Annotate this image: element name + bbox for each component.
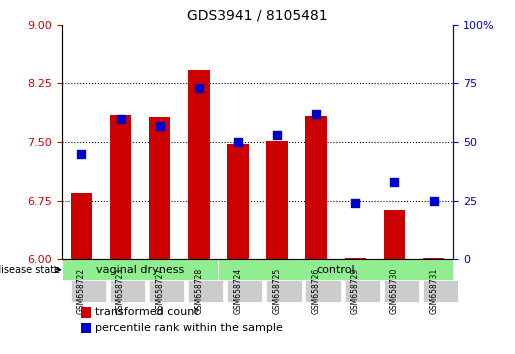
- Point: [351, 200, 359, 206]
- Point: [116, 116, 125, 121]
- Bar: [81, 322, 91, 333]
- Bar: [71, 193, 92, 259]
- Point: [312, 111, 320, 117]
- FancyBboxPatch shape: [110, 280, 145, 302]
- Text: control: control: [316, 265, 355, 275]
- FancyBboxPatch shape: [384, 280, 419, 302]
- Text: GSM658730: GSM658730: [390, 268, 399, 314]
- Text: GSM658731: GSM658731: [429, 268, 438, 314]
- FancyBboxPatch shape: [149, 280, 184, 302]
- Point: [77, 151, 85, 157]
- Point: [195, 85, 203, 91]
- Text: GSM658725: GSM658725: [272, 268, 282, 314]
- Bar: [227, 144, 249, 259]
- FancyBboxPatch shape: [227, 280, 263, 302]
- Bar: [149, 117, 170, 259]
- Text: GSM658724: GSM658724: [233, 268, 243, 314]
- Text: vaginal dryness: vaginal dryness: [96, 265, 184, 275]
- Bar: [266, 141, 288, 259]
- Bar: [305, 116, 327, 259]
- FancyBboxPatch shape: [423, 280, 458, 302]
- Text: GSM658729: GSM658729: [351, 268, 360, 314]
- Bar: [188, 70, 210, 259]
- Bar: [345, 258, 366, 259]
- Bar: [423, 258, 444, 259]
- Point: [234, 139, 242, 145]
- Text: GSM658722: GSM658722: [77, 268, 86, 314]
- Text: GSM658728: GSM658728: [194, 268, 203, 314]
- FancyBboxPatch shape: [266, 280, 302, 302]
- Title: GDS3941 / 8105481: GDS3941 / 8105481: [187, 8, 328, 22]
- FancyBboxPatch shape: [71, 280, 106, 302]
- Bar: [218, 259, 453, 280]
- Bar: [110, 115, 131, 259]
- Text: percentile rank within the sample: percentile rank within the sample: [95, 323, 283, 333]
- FancyBboxPatch shape: [188, 280, 224, 302]
- Text: transformed count: transformed count: [95, 307, 199, 318]
- Bar: [62, 259, 218, 280]
- Bar: [384, 210, 405, 259]
- FancyBboxPatch shape: [345, 280, 380, 302]
- FancyBboxPatch shape: [305, 280, 341, 302]
- Point: [156, 123, 164, 129]
- Point: [430, 198, 438, 204]
- Point: [390, 179, 399, 185]
- Point: [273, 132, 281, 138]
- Text: disease state: disease state: [0, 265, 60, 275]
- Text: GSM658726: GSM658726: [312, 268, 321, 314]
- Bar: [81, 307, 91, 318]
- Text: GSM658727: GSM658727: [155, 268, 164, 314]
- Text: GSM658723: GSM658723: [116, 268, 125, 314]
